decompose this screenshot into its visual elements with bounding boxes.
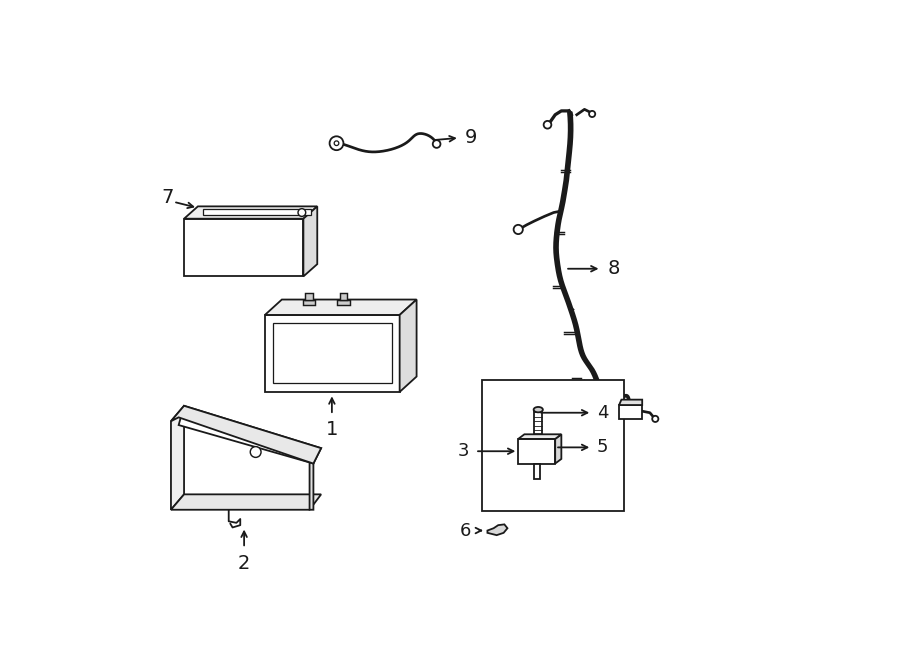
Polygon shape <box>303 206 318 276</box>
Polygon shape <box>171 406 184 510</box>
Bar <box>305 293 312 299</box>
Bar <box>518 439 555 463</box>
Circle shape <box>433 140 440 148</box>
Circle shape <box>544 121 552 129</box>
Polygon shape <box>202 210 311 215</box>
Bar <box>265 315 400 392</box>
Circle shape <box>334 141 338 145</box>
Circle shape <box>298 209 306 216</box>
Text: 2: 2 <box>238 554 250 572</box>
Polygon shape <box>518 434 562 439</box>
Polygon shape <box>555 434 562 463</box>
Text: 3: 3 <box>457 442 469 460</box>
Circle shape <box>329 136 344 150</box>
Polygon shape <box>265 299 417 315</box>
Circle shape <box>590 111 595 117</box>
Bar <box>273 323 392 383</box>
Bar <box>619 405 643 419</box>
Bar <box>339 293 347 299</box>
Polygon shape <box>171 494 321 510</box>
Bar <box>302 299 315 305</box>
Text: 4: 4 <box>597 404 608 422</box>
Bar <box>534 463 540 479</box>
Circle shape <box>514 225 523 234</box>
Bar <box>482 380 625 512</box>
Text: 7: 7 <box>161 188 174 207</box>
Text: 5: 5 <box>597 438 608 456</box>
Polygon shape <box>184 206 318 219</box>
Polygon shape <box>310 448 313 510</box>
Polygon shape <box>179 406 321 463</box>
Bar <box>338 299 349 305</box>
Polygon shape <box>171 406 321 463</box>
Polygon shape <box>488 524 508 535</box>
Text: 6: 6 <box>460 522 472 539</box>
Polygon shape <box>400 299 417 392</box>
Circle shape <box>250 447 261 457</box>
Ellipse shape <box>534 407 543 412</box>
Bar <box>184 219 303 276</box>
Text: 8: 8 <box>608 259 620 278</box>
Text: 9: 9 <box>464 128 477 147</box>
Polygon shape <box>619 400 643 405</box>
Bar <box>535 410 542 434</box>
Circle shape <box>652 416 659 422</box>
Text: 1: 1 <box>326 420 338 439</box>
